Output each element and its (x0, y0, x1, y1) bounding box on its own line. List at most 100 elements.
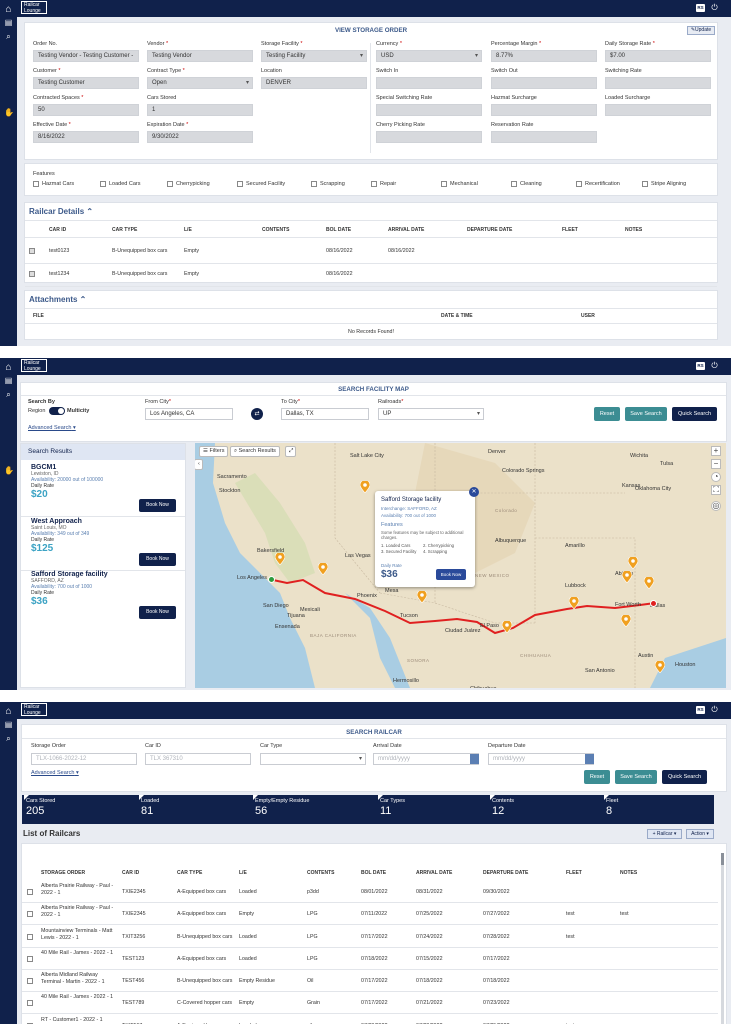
field-input[interactable] (605, 104, 711, 116)
feature-checkbox[interactable] (167, 181, 173, 187)
reset-button[interactable]: Reset (594, 407, 620, 421)
table-cell[interactable]: Mountainview Terminals - Matt Lewis - 20… (41, 928, 113, 941)
fullscreen-icon[interactable]: ⛶ (711, 485, 721, 495)
row-checkbox[interactable] (27, 911, 33, 917)
advanced-search-link[interactable]: Advanced Search ▾ (28, 425, 76, 431)
field-select[interactable]: Open (147, 77, 253, 89)
compass-icon[interactable]: ◔ (711, 472, 721, 482)
user-avatar[interactable]: RS (696, 706, 705, 714)
add-railcar-button[interactable]: + Railcar ▾ (647, 829, 682, 839)
user-avatar[interactable]: RS (696, 4, 705, 12)
map-pin-icon[interactable] (568, 595, 580, 610)
calendar-icon[interactable] (585, 754, 594, 764)
attachments-title[interactable]: Attachments ⌃ (29, 295, 87, 304)
field-input[interactable]: 1 (147, 104, 253, 116)
field-select[interactable]: USD (376, 50, 482, 62)
search-results-button[interactable]: ⌕ Search Results (230, 446, 280, 457)
row-checkbox[interactable] (27, 978, 33, 984)
search-icon[interactable]: ⌕ (6, 734, 11, 743)
handshake-icon[interactable]: ✋ (4, 466, 14, 475)
zoom-in-button[interactable]: + (711, 446, 721, 456)
search-mode-toggle[interactable] (49, 407, 65, 415)
field-select[interactable]: Testing Facility (261, 50, 367, 62)
row-checkbox[interactable] (29, 271, 35, 277)
advanced-search-link[interactable]: Advanced Search ▾ (31, 770, 79, 776)
row-checkbox[interactable] (27, 889, 33, 895)
feature-checkbox[interactable] (311, 181, 317, 187)
field-input[interactable] (491, 131, 597, 143)
result-card[interactable]: BGCM1 Lewiston, ID Availability: 20000 out… (21, 464, 185, 516)
railroads-select[interactable]: UP (378, 408, 484, 420)
map-pin-icon[interactable] (359, 479, 371, 494)
calendar-icon[interactable]: ▤ (4, 720, 13, 729)
feature-checkbox[interactable] (237, 181, 243, 187)
map-pin-icon[interactable] (317, 561, 329, 576)
table-cell[interactable]: 40 Mile Rail - James - 2022 - 1 (41, 950, 114, 956)
field-input[interactable] (605, 77, 711, 89)
map-pin-icon[interactable] (416, 589, 428, 604)
home-icon[interactable]: ⌂ (5, 362, 12, 373)
map-pin-icon[interactable] (501, 619, 513, 634)
table-cell[interactable]: Alberta Prairie Railway - Paul - 2022 - … (41, 883, 114, 896)
feature-checkbox[interactable] (371, 181, 377, 187)
feature-checkbox[interactable] (576, 181, 582, 187)
action-button[interactable]: Action ▾ (686, 829, 714, 839)
feature-checkbox[interactable] (100, 181, 106, 187)
home-icon[interactable]: ⌂ (5, 706, 12, 717)
field-input[interactable]: Testing Vendor (147, 50, 253, 62)
quick-search-button[interactable]: Quick Search (662, 770, 707, 784)
facility-map[interactable]: Sacramento Stockton Salt Lake City Denver Co… (195, 443, 726, 688)
reset-button[interactable]: Reset (584, 770, 610, 784)
home-icon[interactable]: ⌂ (5, 4, 12, 15)
feature-checkbox[interactable] (511, 181, 517, 187)
collapse-panel-button[interactable]: ‹ (195, 459, 203, 470)
table-cell[interactable]: Alberta Midland Railway Terminal - Marti… (41, 972, 105, 985)
text-input[interactable]: TLX 367310 (145, 753, 251, 765)
power-icon[interactable]: ⏻ (711, 705, 718, 714)
map-pin-icon[interactable] (627, 555, 639, 570)
close-icon[interactable]: ✕ (469, 487, 479, 497)
date-input[interactable]: mm/dd/yyyy (488, 753, 594, 765)
feature-checkbox[interactable] (33, 181, 39, 187)
table-cell[interactable]: RT - Customer1 - 2022 - 1 (41, 1017, 103, 1023)
row-checkbox[interactable] (29, 248, 35, 254)
popup-book-button[interactable]: Book Now (436, 569, 466, 580)
field-input[interactable] (376, 77, 482, 89)
map-pin-icon[interactable] (643, 575, 655, 590)
map-pin-icon[interactable] (274, 551, 286, 566)
date-input[interactable]: mm/dd/yyyy (373, 753, 479, 765)
scrollbar[interactable] (721, 853, 724, 1024)
save-search-button[interactable]: Save Search (615, 770, 657, 784)
map-pin-icon[interactable] (620, 613, 632, 628)
field-input[interactable] (376, 131, 482, 143)
zoom-out-button[interactable]: − (711, 459, 721, 469)
search-icon[interactable]: ⌕ (6, 32, 11, 41)
scrollbar-thumb[interactable] (721, 853, 724, 865)
book-now-button[interactable]: Book Now (139, 606, 176, 619)
expand-icon[interactable]: ⤢ (285, 446, 296, 457)
calendar-icon[interactable]: ▤ (4, 376, 13, 385)
feature-checkbox[interactable] (441, 181, 447, 187)
book-now-button[interactable]: Book Now (139, 499, 176, 512)
railcar-details-title[interactable]: Railcar Details ⌃ (29, 207, 94, 216)
field-input[interactable] (491, 77, 597, 89)
quick-search-button[interactable]: Quick Search (672, 407, 717, 421)
map-pin-icon[interactable] (621, 569, 633, 584)
filters-button[interactable]: ☰ Filters (199, 446, 229, 457)
field-input[interactable]: $7.00 (605, 50, 711, 62)
result-card[interactable]: Safford Storage facility SAFFORD, AZ Avail… (21, 571, 185, 623)
feature-checkbox[interactable] (642, 181, 648, 187)
book-now-button[interactable]: Book Now (139, 553, 176, 566)
calendar-icon[interactable]: ▤ (4, 18, 13, 27)
update-button[interactable]: ✎Update (687, 26, 715, 35)
text-input[interactable]: TLX-1066-2022-12 (31, 753, 137, 765)
handshake-icon[interactable]: ✋ (4, 108, 14, 117)
car-type-select[interactable] (260, 753, 366, 765)
row-checkbox[interactable] (27, 956, 33, 962)
map-pin-icon[interactable] (654, 659, 666, 674)
field-input[interactable]: 8.77% (491, 50, 597, 62)
to-city-input[interactable]: Dallas, TX (281, 408, 369, 420)
power-icon[interactable]: ⏻ (711, 3, 718, 12)
table-cell[interactable]: Alberta Prairie Railway - Paul - 2022 - … (41, 905, 114, 918)
calendar-icon[interactable] (470, 754, 479, 764)
